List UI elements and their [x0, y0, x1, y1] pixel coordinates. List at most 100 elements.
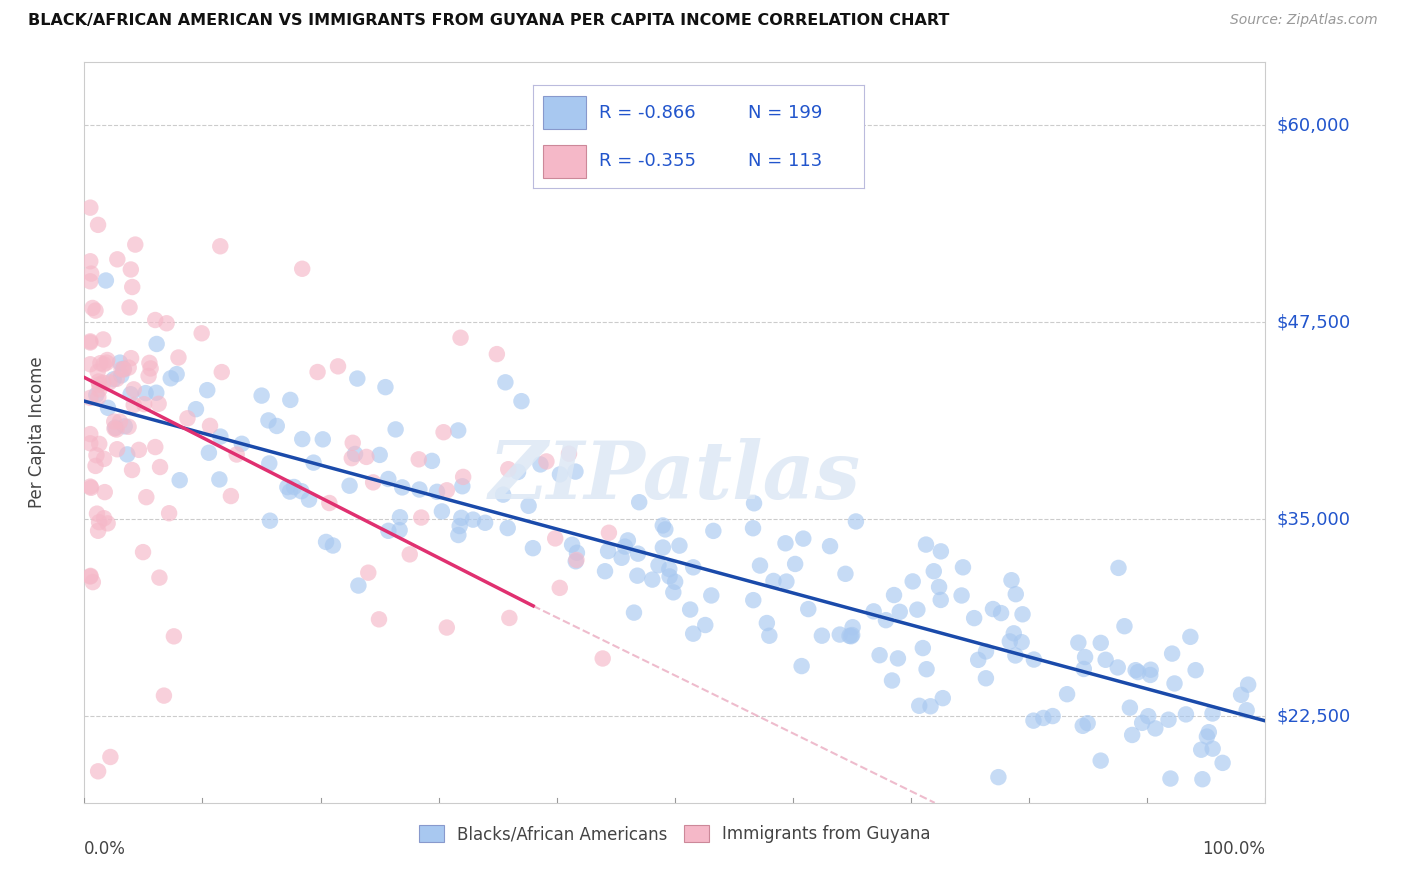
Point [1067, 635, 1090, 649]
Point [450, 331, 472, 345]
Point [103, 372, 125, 386]
Point [259, 457, 281, 471]
Point [544, 532, 567, 546]
Point [145, 337, 167, 351]
Point [647, 558, 669, 573]
Point [749, 558, 772, 573]
Point [148, 397, 170, 411]
Point [901, 574, 924, 589]
Point [610, 550, 633, 565]
Point [110, 368, 132, 383]
Point [911, 641, 934, 656]
Point [929, 544, 952, 558]
Point [87, 390, 110, 404]
Point [266, 419, 288, 434]
Point [86, 448, 108, 462]
Point [496, 521, 519, 535]
Point [517, 499, 540, 513]
Point [374, 380, 396, 394]
Point [451, 470, 474, 484]
Point [91, 376, 114, 390]
Point [135, 490, 157, 504]
Point [628, 495, 651, 509]
Point [79, 391, 101, 405]
Point [87, 764, 110, 779]
Point [231, 437, 253, 451]
Point [356, 450, 378, 464]
Point [447, 528, 470, 542]
Text: Source: ZipAtlas.com: Source: ZipAtlas.com [1230, 13, 1378, 28]
Point [100, 750, 122, 764]
Point [84, 303, 107, 318]
Point [1032, 711, 1054, 725]
Point [105, 442, 128, 457]
Point [1161, 647, 1184, 661]
Point [1022, 652, 1045, 666]
Point [1121, 728, 1143, 742]
Point [398, 547, 420, 561]
Point [1125, 663, 1147, 677]
Point [664, 574, 686, 589]
Point [915, 538, 938, 552]
Point [1212, 756, 1234, 770]
Point [623, 606, 645, 620]
Point [1163, 676, 1185, 690]
Point [87, 515, 110, 529]
Point [432, 425, 454, 440]
Point [626, 568, 648, 582]
Point [219, 489, 242, 503]
Point [97, 516, 120, 531]
Point [110, 362, 132, 376]
Point [485, 347, 508, 361]
Point [86, 507, 108, 521]
Point [1074, 650, 1097, 665]
Point [315, 535, 337, 549]
Point [536, 454, 558, 468]
Point [641, 573, 664, 587]
Point [450, 511, 472, 525]
Point [176, 411, 198, 425]
Point [1094, 653, 1116, 667]
Point [1157, 713, 1180, 727]
Point [908, 698, 931, 713]
Point [449, 519, 471, 533]
Point [1126, 665, 1149, 679]
Point [82, 301, 104, 315]
Point [145, 385, 167, 400]
Point [167, 351, 190, 365]
Point [138, 368, 160, 383]
Point [1071, 719, 1094, 733]
Point [120, 351, 142, 366]
Point [361, 475, 384, 490]
Point [952, 560, 974, 574]
Point [880, 673, 903, 688]
Point [920, 699, 942, 714]
Point [436, 621, 458, 635]
Point [377, 472, 399, 486]
Point [143, 440, 166, 454]
Point [312, 433, 335, 447]
Point [883, 588, 905, 602]
Point [278, 392, 301, 407]
Point [340, 451, 363, 466]
Point [967, 653, 990, 667]
Point [974, 644, 997, 658]
Point [915, 662, 938, 676]
Point [384, 422, 406, 436]
Point [702, 524, 724, 538]
Point [679, 602, 702, 616]
Point [209, 429, 232, 443]
Point [1114, 619, 1136, 633]
Point [758, 629, 780, 643]
Point [87, 524, 110, 538]
Point [565, 553, 588, 567]
Point [87, 375, 110, 389]
Point [79, 569, 101, 583]
Point [346, 371, 368, 385]
Point [143, 313, 166, 327]
Point [79, 335, 101, 350]
Point [510, 394, 533, 409]
Point [963, 611, 986, 625]
Point [121, 463, 143, 477]
Point [928, 580, 950, 594]
